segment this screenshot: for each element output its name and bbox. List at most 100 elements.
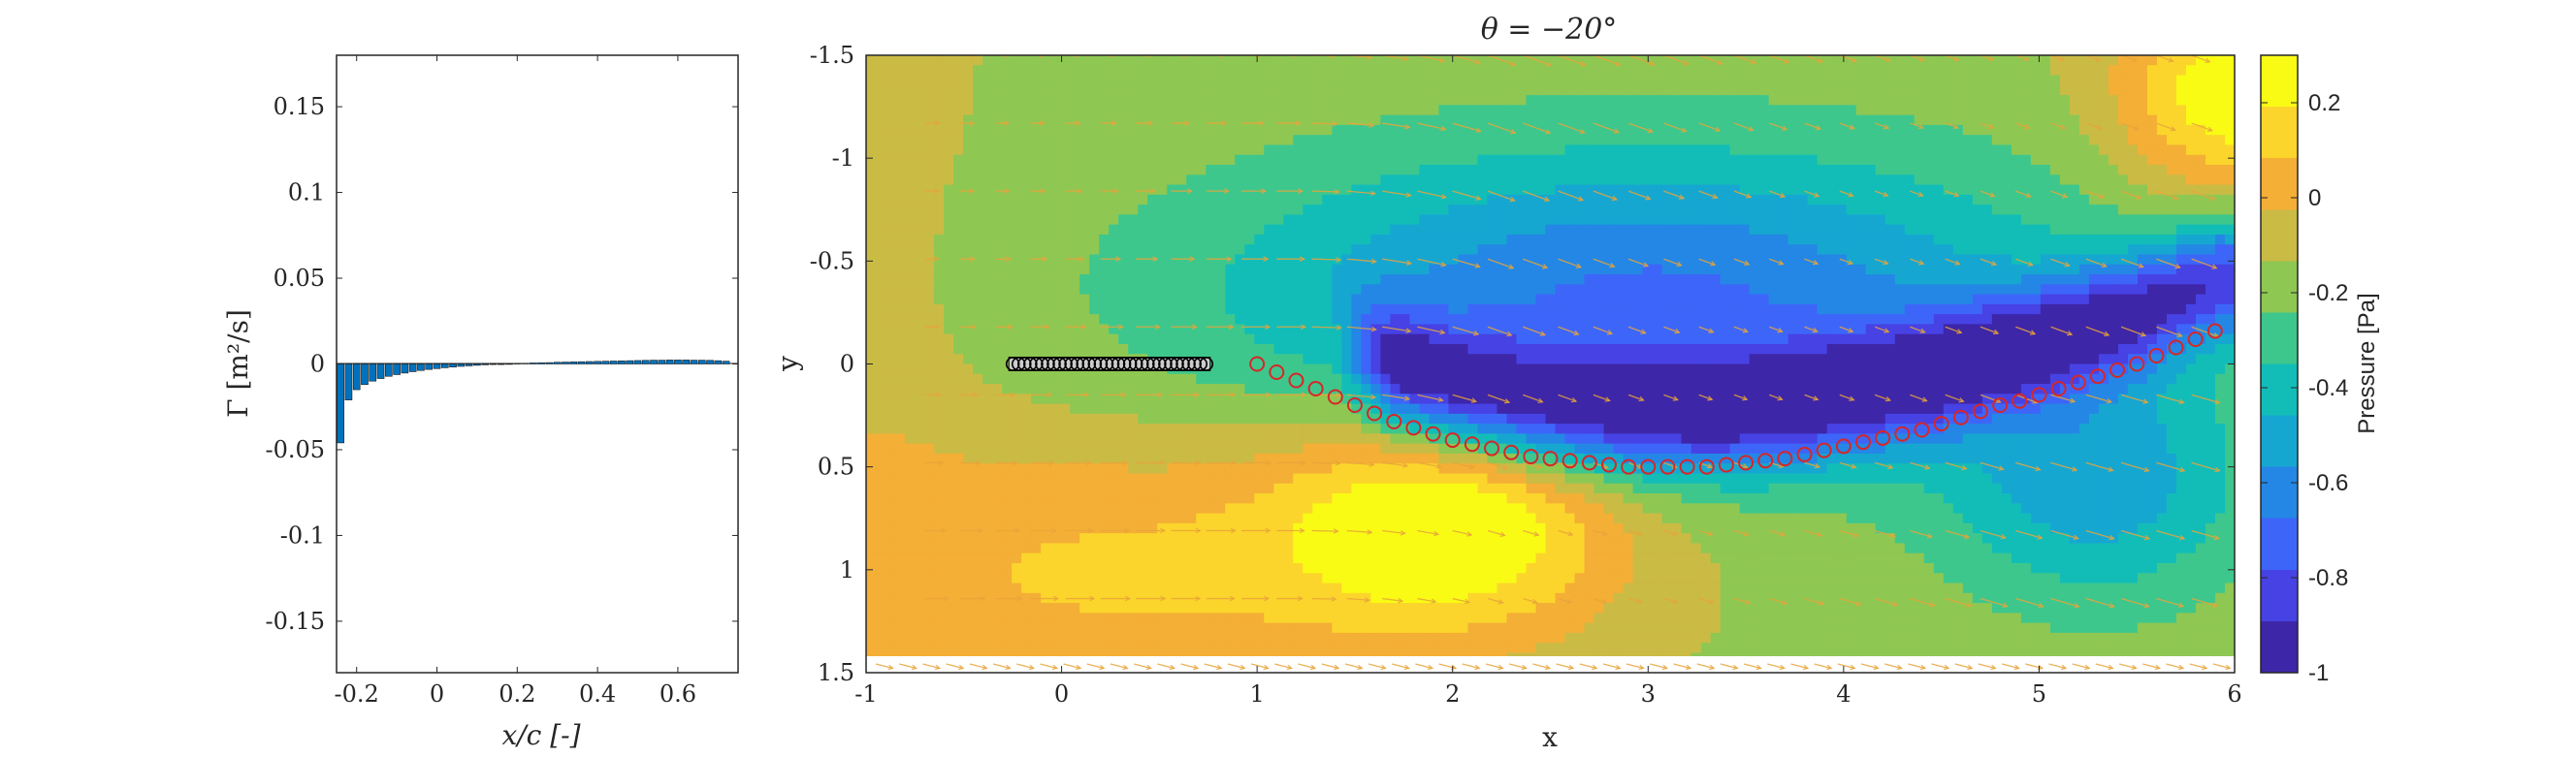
pressure-cell <box>1700 343 1712 355</box>
pressure-cell <box>1720 244 1731 256</box>
pressure-cell <box>2214 174 2226 186</box>
pressure-cell <box>1002 373 1013 385</box>
pressure-cell <box>1273 394 1284 405</box>
pressure-cell <box>1652 65 1663 77</box>
pressure-cell <box>1380 194 1391 205</box>
pressure-cell <box>1467 84 1479 96</box>
pressure-cell <box>1632 95 1644 106</box>
pressure-cell <box>1642 264 1654 275</box>
pressure-cell <box>876 184 886 196</box>
pressure-cell <box>1875 165 1886 175</box>
pressure-cell <box>1758 363 1770 375</box>
pressure-cell <box>1012 264 1022 275</box>
pressure-cell <box>2088 264 2100 275</box>
pressure-cell <box>1962 343 1974 355</box>
pressure-cell <box>1807 135 1819 146</box>
pressure-cell <box>1351 194 1362 205</box>
pressure-cell <box>2175 135 2187 146</box>
pressure-cell <box>2011 363 2022 375</box>
pressure-cell <box>1710 294 1722 305</box>
pressure-cell <box>1923 75 1935 86</box>
pressure-cell <box>2078 124 2090 136</box>
pressure-cell <box>1400 65 1410 77</box>
pressure-cell <box>1487 135 1498 146</box>
pressure-cell <box>1225 144 1236 156</box>
pressure-cell <box>1671 114 1683 126</box>
pressure-cell <box>1138 124 1148 136</box>
pressure-cell <box>2166 324 2177 335</box>
pressure-cell <box>2127 105 2139 116</box>
pressure-cell <box>866 333 877 345</box>
pressure-cell <box>973 55 983 66</box>
pressure-cell <box>1361 135 1371 146</box>
pressure-cell <box>1409 324 1421 335</box>
pressure-cell <box>1322 174 1333 186</box>
pressure-cell <box>1943 55 1954 66</box>
pressure-cell <box>2117 174 2129 186</box>
pressure-cell <box>1700 135 1712 146</box>
pressure-cell <box>1487 144 1498 156</box>
pressure-cell <box>1215 95 1226 106</box>
pressure-cell <box>1157 165 1168 175</box>
pressure-cell <box>1807 244 1819 256</box>
pressure-cell <box>1041 75 1051 86</box>
pressure-cell <box>2214 343 2226 355</box>
pressure-cell <box>1526 184 1537 196</box>
pressure-cell <box>1293 373 1304 385</box>
pressure-cell <box>1390 264 1401 275</box>
pressure-cell <box>2127 194 2139 205</box>
pressure-cell <box>1060 205 1071 215</box>
pressure-cell <box>1312 343 1323 355</box>
pressure-cell <box>1138 165 1148 175</box>
pressure-cell <box>1031 343 1042 355</box>
pressure-cell <box>1390 105 1401 116</box>
pressure-cell <box>895 194 906 205</box>
pressure-cell <box>1526 214 1537 226</box>
pressure-cell <box>2078 314 2090 325</box>
pressure-cell <box>1855 394 1867 405</box>
pressure-cell <box>1865 343 1877 355</box>
pressure-cell <box>1952 254 1964 266</box>
pressure-cell <box>1923 65 1935 77</box>
pressure-cell <box>1574 324 1586 335</box>
pressure-cell <box>1661 244 1673 256</box>
pressure-cell <box>1943 84 1954 96</box>
pressure-cell <box>1749 363 1760 375</box>
pressure-cell <box>1196 254 1207 266</box>
pressure-cell <box>1535 95 1547 106</box>
pressure-cell <box>1690 105 1702 116</box>
pressure-cell <box>1215 174 1226 186</box>
pressure-cell <box>1603 234 1615 245</box>
pressure-cell <box>1613 154 1625 166</box>
pressure-cell <box>1855 135 1867 146</box>
pressure-cell <box>1778 65 1789 77</box>
pressure-cell <box>1710 65 1722 77</box>
pressure-cell <box>1099 314 1110 325</box>
gamma-bar <box>633 360 642 364</box>
pressure-cell <box>1380 303 1391 315</box>
pressure-cell <box>1981 343 1993 355</box>
pressure-cell <box>2156 105 2168 116</box>
pressure-cell <box>982 254 993 266</box>
pressure-cell <box>1981 294 1993 305</box>
pressure-cell <box>1264 214 1274 226</box>
pressure-cell <box>953 324 964 335</box>
pressure-cell <box>1865 135 1877 146</box>
pressure-cell <box>1817 224 1828 236</box>
pressure-cell <box>1632 234 1644 245</box>
pressure-cell <box>1390 234 1401 245</box>
pressure-cell <box>2069 244 2080 256</box>
pressure-cell <box>1836 294 1848 305</box>
pressure-cell <box>1109 165 1119 175</box>
pressure-cell <box>2001 214 2012 226</box>
pressure-cell <box>1196 105 1207 116</box>
pressure-cell <box>1361 95 1371 106</box>
pressure-cell <box>1303 174 1313 186</box>
pressure-cell <box>1632 343 1644 355</box>
pressure-cell <box>1099 264 1110 275</box>
pressure-cell <box>992 144 1003 156</box>
pressure-cell <box>1681 294 1692 305</box>
pressure-cell <box>1060 84 1071 96</box>
pressure-cell <box>1303 135 1313 146</box>
pressure-cell <box>1079 274 1090 285</box>
